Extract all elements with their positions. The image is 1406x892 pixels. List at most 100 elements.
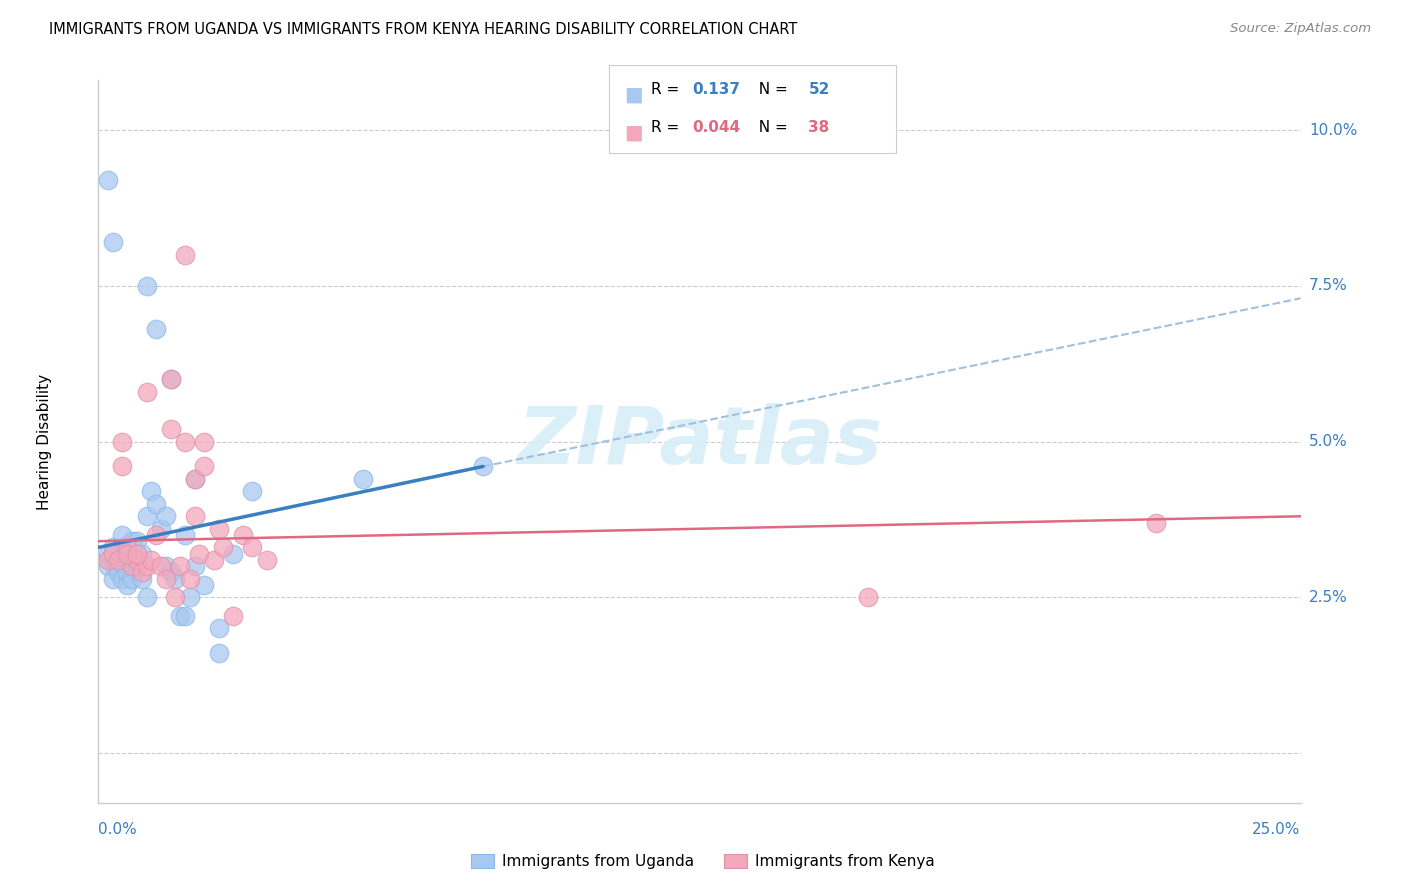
- Point: [856, 591, 879, 605]
- Text: ▪: ▪: [623, 80, 644, 110]
- Point: [121, 559, 143, 574]
- Point: [169, 559, 191, 574]
- Text: IMMIGRANTS FROM UGANDA VS IMMIGRANTS FROM KENYA HEARING DISABILITY CORRELATION C: IMMIGRANTS FROM UGANDA VS IMMIGRANTS FRO…: [49, 22, 797, 37]
- Point: [135, 509, 157, 524]
- Point: [222, 609, 245, 624]
- Point: [131, 572, 153, 586]
- Point: [159, 422, 181, 436]
- Point: [107, 559, 129, 574]
- Point: [121, 559, 143, 574]
- Point: [101, 547, 124, 561]
- Text: Source: ZipAtlas.com: Source: ZipAtlas.com: [1230, 22, 1371, 36]
- Point: [117, 578, 139, 592]
- Text: 2.5%: 2.5%: [1309, 590, 1348, 605]
- Point: [174, 248, 197, 262]
- Text: 10.0%: 10.0%: [1309, 122, 1357, 137]
- Point: [111, 541, 134, 555]
- Point: [183, 472, 205, 486]
- Point: [125, 553, 148, 567]
- Point: [352, 472, 374, 486]
- Text: 0.137: 0.137: [692, 82, 740, 97]
- Point: [222, 547, 245, 561]
- Point: [193, 434, 215, 449]
- Point: [193, 459, 215, 474]
- Point: [165, 591, 187, 605]
- Text: ▪: ▪: [623, 119, 644, 148]
- Point: [174, 528, 197, 542]
- Point: [117, 541, 139, 555]
- Point: [107, 547, 129, 561]
- Point: [101, 572, 124, 586]
- Point: [111, 547, 134, 561]
- Point: [97, 553, 120, 567]
- Point: [145, 497, 167, 511]
- Point: [117, 566, 139, 580]
- Point: [240, 484, 263, 499]
- Point: [111, 434, 134, 449]
- Point: [97, 547, 120, 561]
- Point: [149, 559, 172, 574]
- Point: [131, 547, 153, 561]
- Point: [183, 472, 205, 486]
- Point: [149, 522, 172, 536]
- Point: [117, 547, 139, 561]
- Text: 25.0%: 25.0%: [1253, 822, 1301, 838]
- Point: [155, 559, 177, 574]
- Text: 0.0%: 0.0%: [98, 822, 138, 838]
- Point: [141, 484, 163, 499]
- Point: [121, 547, 143, 561]
- Point: [117, 559, 139, 574]
- Legend: Immigrants from Uganda, Immigrants from Kenya: Immigrants from Uganda, Immigrants from …: [465, 848, 941, 875]
- Point: [131, 566, 153, 580]
- Point: [202, 553, 225, 567]
- Point: [188, 547, 211, 561]
- Text: 5.0%: 5.0%: [1309, 434, 1348, 449]
- Point: [101, 553, 124, 567]
- Point: [97, 559, 120, 574]
- Point: [125, 553, 148, 567]
- Point: [121, 572, 143, 586]
- Point: [135, 559, 157, 574]
- Text: 52: 52: [808, 82, 830, 97]
- Point: [107, 553, 129, 567]
- Point: [208, 621, 231, 635]
- Point: [97, 173, 120, 187]
- Point: [145, 528, 167, 542]
- Point: [107, 566, 129, 580]
- Text: 0.044: 0.044: [692, 120, 740, 136]
- Point: [111, 572, 134, 586]
- Text: N =: N =: [749, 120, 793, 136]
- Point: [111, 528, 134, 542]
- Point: [155, 572, 177, 586]
- Text: Hearing Disability: Hearing Disability: [37, 374, 52, 509]
- Text: R =: R =: [651, 120, 685, 136]
- Point: [208, 522, 231, 536]
- Point: [179, 572, 201, 586]
- Point: [159, 372, 181, 386]
- Point: [111, 459, 134, 474]
- Point: [159, 372, 181, 386]
- Text: 7.5%: 7.5%: [1309, 278, 1348, 293]
- Point: [155, 509, 177, 524]
- Point: [1144, 516, 1167, 530]
- Point: [174, 434, 197, 449]
- Point: [165, 572, 187, 586]
- Text: R =: R =: [651, 82, 685, 97]
- Point: [141, 553, 163, 567]
- Point: [183, 509, 205, 524]
- Point: [472, 459, 495, 474]
- Point: [101, 235, 124, 250]
- Point: [145, 322, 167, 336]
- Text: 38: 38: [808, 120, 830, 136]
- Point: [174, 609, 197, 624]
- Point: [232, 528, 254, 542]
- Point: [179, 591, 201, 605]
- Point: [159, 566, 181, 580]
- Point: [240, 541, 263, 555]
- Point: [208, 646, 231, 660]
- Point: [101, 541, 124, 555]
- Point: [125, 559, 148, 574]
- Point: [135, 278, 157, 293]
- Point: [256, 553, 278, 567]
- Point: [169, 609, 191, 624]
